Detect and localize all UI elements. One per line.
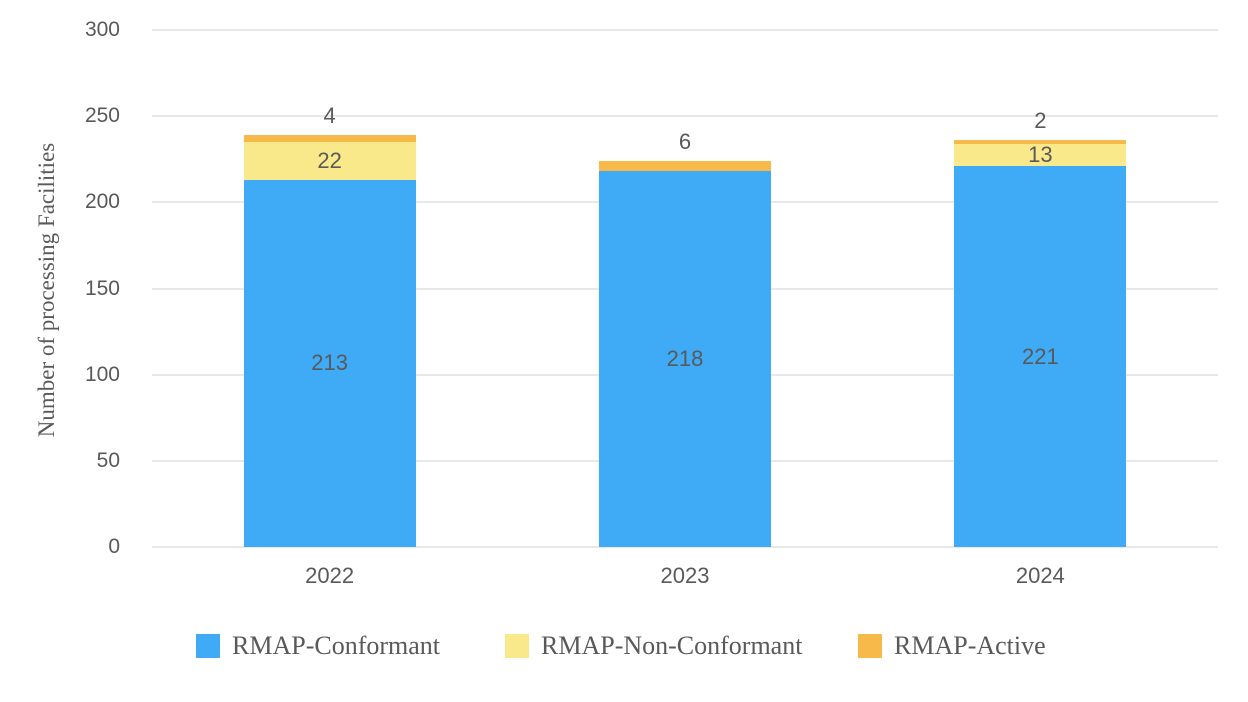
bar-value-label: 22 bbox=[317, 147, 342, 173]
legend-swatch bbox=[858, 634, 882, 658]
gridline bbox=[152, 546, 1218, 548]
x-axis-label: 2023 bbox=[660, 563, 710, 588]
y-tick-label: 50 bbox=[96, 448, 120, 472]
bar-value-label: 2 bbox=[1034, 108, 1047, 134]
bar-value-label: 6 bbox=[678, 128, 692, 154]
y-tick-label: 250 bbox=[84, 104, 120, 128]
bar-value-label: 221 bbox=[1021, 343, 1059, 369]
y-tick-label: 150 bbox=[84, 276, 120, 300]
legend-item: RMAP-Non-Conformant bbox=[505, 631, 802, 661]
legend-label: RMAP-Active bbox=[894, 631, 1046, 660]
legend-swatch bbox=[196, 634, 220, 658]
bar-segment-rmap-conformant bbox=[954, 166, 1127, 547]
bar-value-label: 218 bbox=[666, 346, 704, 372]
legend: RMAP-Conformant RMAP-Non-Conformant RMAP-A… bbox=[0, 631, 1248, 661]
y-tick-label: 0 bbox=[108, 535, 120, 558]
bar-segment-rmap-active bbox=[599, 161, 771, 172]
x-axis-label: 2022 bbox=[305, 563, 355, 588]
gridline bbox=[152, 29, 1218, 31]
y-tick-label: 200 bbox=[84, 190, 120, 214]
legend-item: RMAP-Conformant bbox=[196, 631, 440, 661]
bar-value-label: 13 bbox=[1028, 141, 1053, 167]
y-tick-label: 100 bbox=[84, 362, 120, 386]
legend-label: RMAP-Conformant bbox=[232, 631, 440, 660]
bar-segment-rmap-conformant bbox=[243, 179, 416, 547]
bar-segment-rmap-conformant bbox=[599, 171, 771, 547]
legend-item: RMAP-Active bbox=[858, 631, 1046, 661]
bar-segment-rmap-non-conformant bbox=[954, 143, 1127, 167]
legend-swatch bbox=[505, 634, 529, 658]
bar-value-label: 4 bbox=[323, 103, 336, 129]
legend-label: RMAP-Non-Conformant bbox=[541, 631, 803, 660]
bar-value-label: 213 bbox=[311, 350, 349, 376]
bar-segment-rmap-active bbox=[243, 135, 416, 143]
bar-segment-rmap-active bbox=[954, 140, 1127, 144]
plot-area: 213 22 4 218 6 221 13 2 bbox=[152, 29, 1218, 548]
bar-segment-rmap-non-conformant bbox=[243, 142, 416, 180]
x-axis-label: 2024 bbox=[1015, 563, 1065, 588]
y-tick-label: 300 bbox=[84, 18, 120, 41]
gridline bbox=[152, 115, 1218, 118]
